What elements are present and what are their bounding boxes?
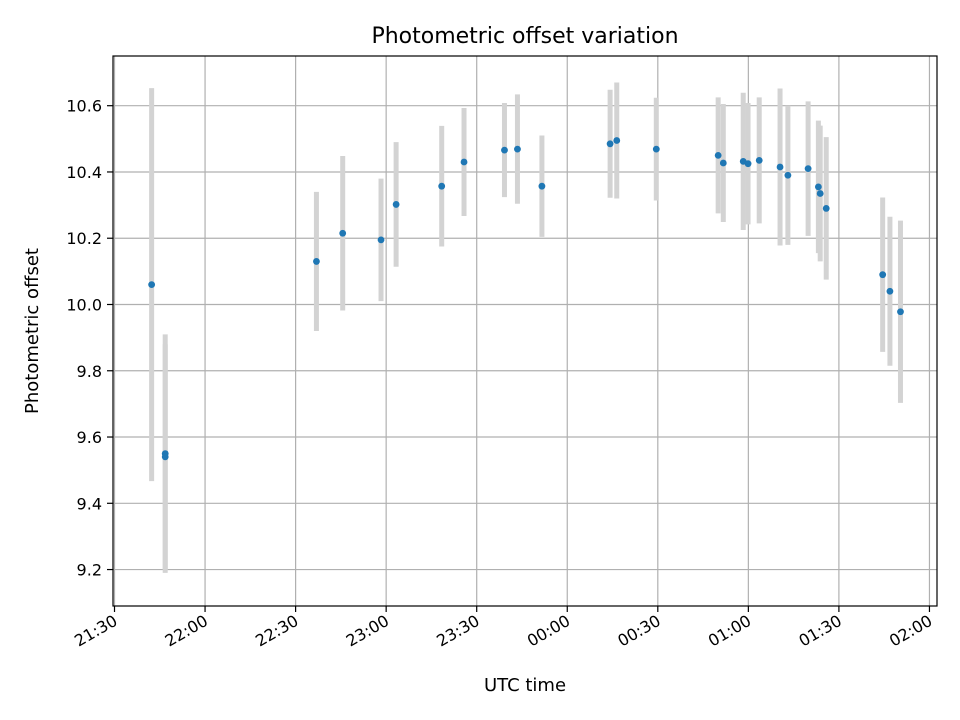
y-tick-label: 9.6 (77, 428, 102, 447)
data-point (514, 145, 521, 153)
data-point (804, 165, 812, 173)
data-point (755, 156, 763, 164)
data-point (460, 158, 468, 166)
data-point (744, 160, 752, 168)
data-point (438, 182, 446, 190)
data-point (714, 151, 722, 159)
grid (113, 56, 937, 606)
y-tick-label: 9.4 (77, 494, 102, 513)
y-tick-label: 9.2 (77, 561, 102, 580)
plot-area-frame (112, 55, 938, 607)
data-point (776, 163, 784, 171)
data-point (822, 205, 830, 212)
data-point (538, 182, 546, 190)
y-tick-label: 10.6 (66, 97, 102, 116)
data-point (613, 137, 621, 144)
data-points (148, 137, 904, 461)
data-point (879, 271, 887, 279)
data-point (719, 159, 727, 167)
data-point (161, 453, 169, 461)
data-point (814, 183, 822, 191)
data-point (816, 190, 824, 197)
data-point (377, 236, 385, 244)
data-point (886, 287, 894, 295)
y-axis-title: Photometric offset (22, 248, 43, 414)
data-point (784, 171, 792, 179)
chart-title: Photometric offset variation (371, 24, 678, 49)
data-point (392, 201, 400, 208)
y-tick-label: 10.2 (66, 229, 102, 248)
data-point (652, 145, 660, 153)
data-point (606, 140, 614, 148)
x-axis-title: UTC time (484, 675, 566, 696)
data-point (897, 308, 904, 316)
y-tick-label: 10.0 (66, 295, 102, 314)
data-point (148, 281, 156, 289)
y-tick-label: 10.4 (66, 163, 102, 182)
data-point (501, 146, 508, 154)
y-tick-label: 9.8 (77, 362, 102, 381)
data-point (339, 229, 347, 237)
data-point (313, 258, 320, 265)
y-axis: 9.2 9.4 9.6 9.8 10.0 10.2 10.4 10.6 (66, 97, 113, 580)
